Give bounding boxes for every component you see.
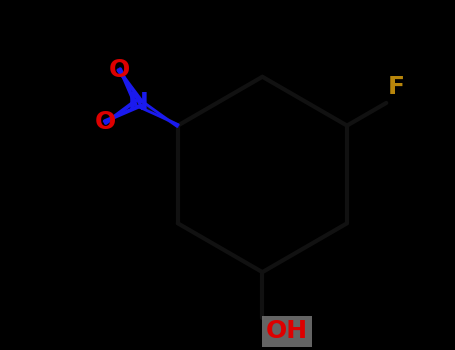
Text: OH: OH bbox=[266, 319, 308, 343]
Text: F: F bbox=[388, 76, 405, 99]
Text: O: O bbox=[95, 110, 116, 134]
Text: N: N bbox=[128, 91, 149, 115]
Text: O: O bbox=[109, 58, 130, 82]
